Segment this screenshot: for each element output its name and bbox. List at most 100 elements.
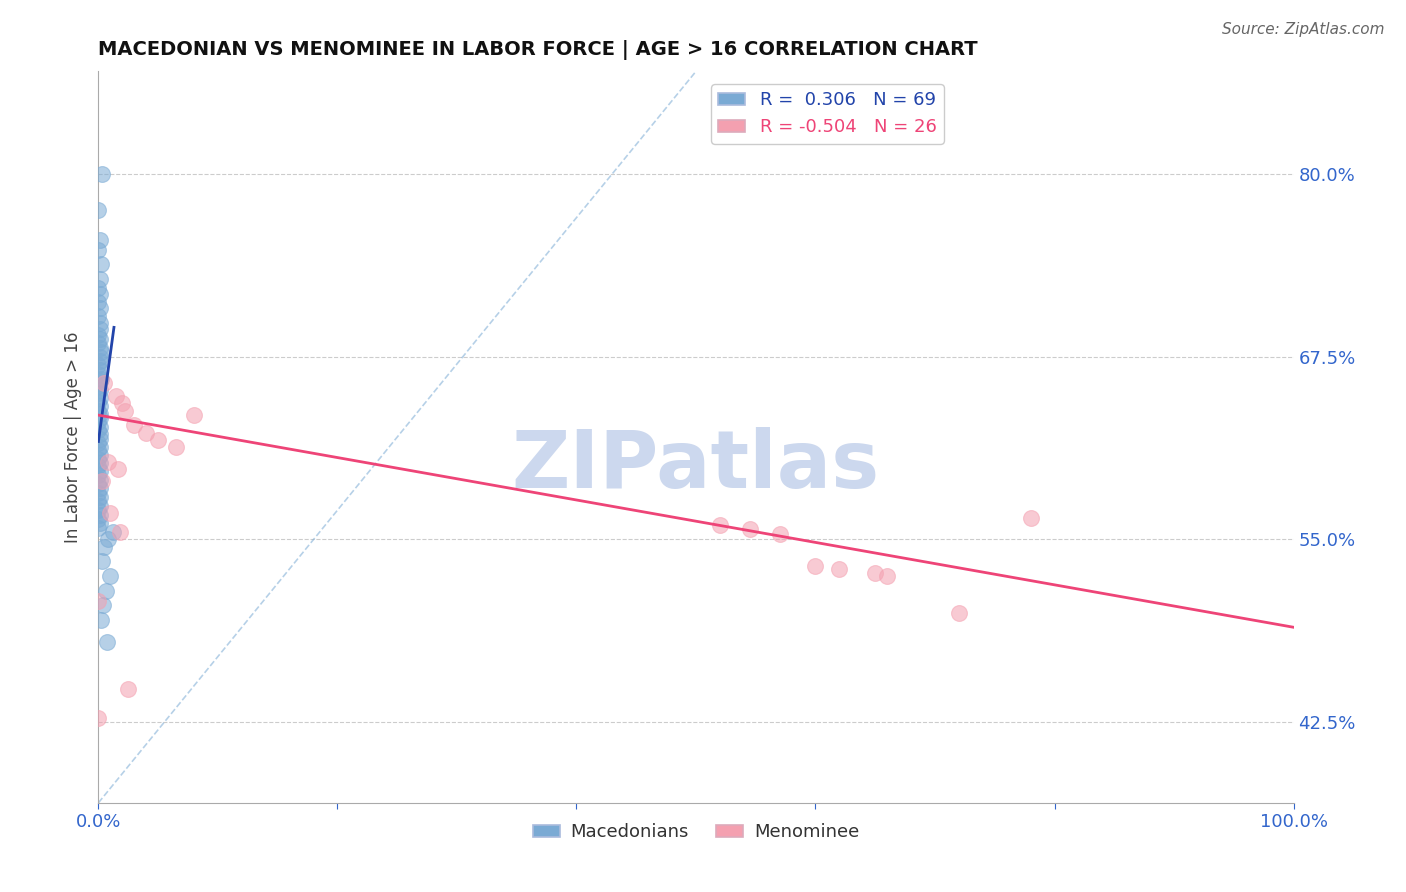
Point: [89, 473, 111, 487]
Point: [89, 464, 111, 478]
Point: [87, 379, 110, 393]
Point: [90, 345, 112, 359]
Point: [97, 455, 120, 469]
Point: [87, 309, 110, 323]
Text: Source: ZipAtlas.com: Source: ZipAtlas.com: [1222, 22, 1385, 37]
Point: [87, 281, 110, 295]
Point: [105, 389, 128, 403]
Point: [865, 566, 887, 581]
Point: [135, 425, 157, 440]
Point: [111, 396, 134, 410]
Point: [89, 427, 111, 442]
Point: [89, 516, 111, 531]
Point: [93, 376, 115, 390]
Point: [89, 272, 111, 286]
Point: [124, 418, 146, 433]
Point: [87, 367, 110, 381]
Point: [108, 525, 131, 540]
Point: [89, 457, 111, 471]
Point: [738, 522, 761, 536]
Legend: Macedonians, Menominee: Macedonians, Menominee: [526, 816, 866, 848]
Point: [87, 594, 110, 608]
Point: [87, 203, 110, 218]
Point: [87, 386, 110, 401]
Point: [89, 286, 111, 301]
Point: [117, 681, 139, 696]
Point: [87, 243, 110, 257]
Point: [89, 375, 111, 389]
Point: [89, 341, 111, 355]
Point: [87, 416, 110, 430]
Point: [87, 476, 110, 491]
Point: [87, 295, 110, 310]
Point: [828, 562, 851, 576]
Point: [87, 403, 110, 417]
Point: [91, 599, 114, 613]
Point: [87, 336, 110, 351]
Point: [87, 512, 110, 526]
Point: [87, 494, 110, 508]
Point: [709, 517, 731, 532]
Point: [89, 490, 111, 504]
Point: [87, 359, 110, 373]
Point: [93, 540, 115, 554]
Point: [948, 606, 970, 620]
Point: [90, 613, 112, 627]
Point: [91, 167, 114, 181]
Point: [183, 408, 205, 422]
Point: [89, 448, 111, 462]
Point: [90, 371, 112, 385]
Point: [101, 525, 124, 540]
Point: [165, 440, 187, 454]
Point: [87, 503, 110, 517]
Point: [89, 301, 111, 316]
Point: [89, 354, 111, 368]
Point: [89, 350, 111, 364]
Point: [96, 635, 118, 649]
Point: [804, 558, 827, 573]
Point: [114, 403, 136, 417]
Point: [107, 462, 129, 476]
Point: [89, 432, 111, 446]
Point: [89, 391, 111, 405]
Point: [90, 257, 112, 271]
Text: MACEDONIAN VS MENOMINEE IN LABOR FORCE | AGE > 16 CORRELATION CHART: MACEDONIAN VS MENOMINEE IN LABOR FORCE |…: [98, 39, 979, 60]
Point: [97, 533, 120, 547]
Point: [89, 481, 111, 495]
Point: [87, 327, 110, 342]
Point: [87, 711, 110, 725]
Point: [87, 443, 110, 458]
Point: [87, 436, 110, 450]
Point: [91, 474, 114, 488]
Point: [98, 569, 122, 583]
Y-axis label: In Labor Force | Age > 16: In Labor Force | Age > 16: [65, 331, 83, 543]
Point: [89, 508, 111, 522]
Point: [89, 322, 111, 336]
Point: [98, 506, 122, 520]
Point: [87, 423, 110, 437]
Point: [87, 521, 110, 535]
Text: ZIPatlas: ZIPatlas: [512, 427, 880, 506]
Point: [87, 485, 110, 500]
Point: [89, 363, 111, 377]
Point: [89, 407, 111, 421]
Point: [87, 468, 110, 483]
Point: [87, 395, 110, 409]
Point: [876, 569, 898, 583]
Point: [89, 420, 111, 434]
Point: [89, 233, 111, 247]
Point: [91, 554, 114, 568]
Point: [89, 384, 111, 398]
Point: [89, 400, 111, 414]
Point: [89, 332, 111, 346]
Point: [89, 440, 111, 454]
Point: [1019, 510, 1042, 524]
Point: [87, 452, 110, 467]
Point: [94, 583, 117, 598]
Point: [89, 411, 111, 425]
Point: [87, 459, 110, 474]
Point: [768, 526, 790, 541]
Point: [89, 316, 111, 330]
Point: [148, 433, 170, 447]
Point: [89, 499, 111, 513]
